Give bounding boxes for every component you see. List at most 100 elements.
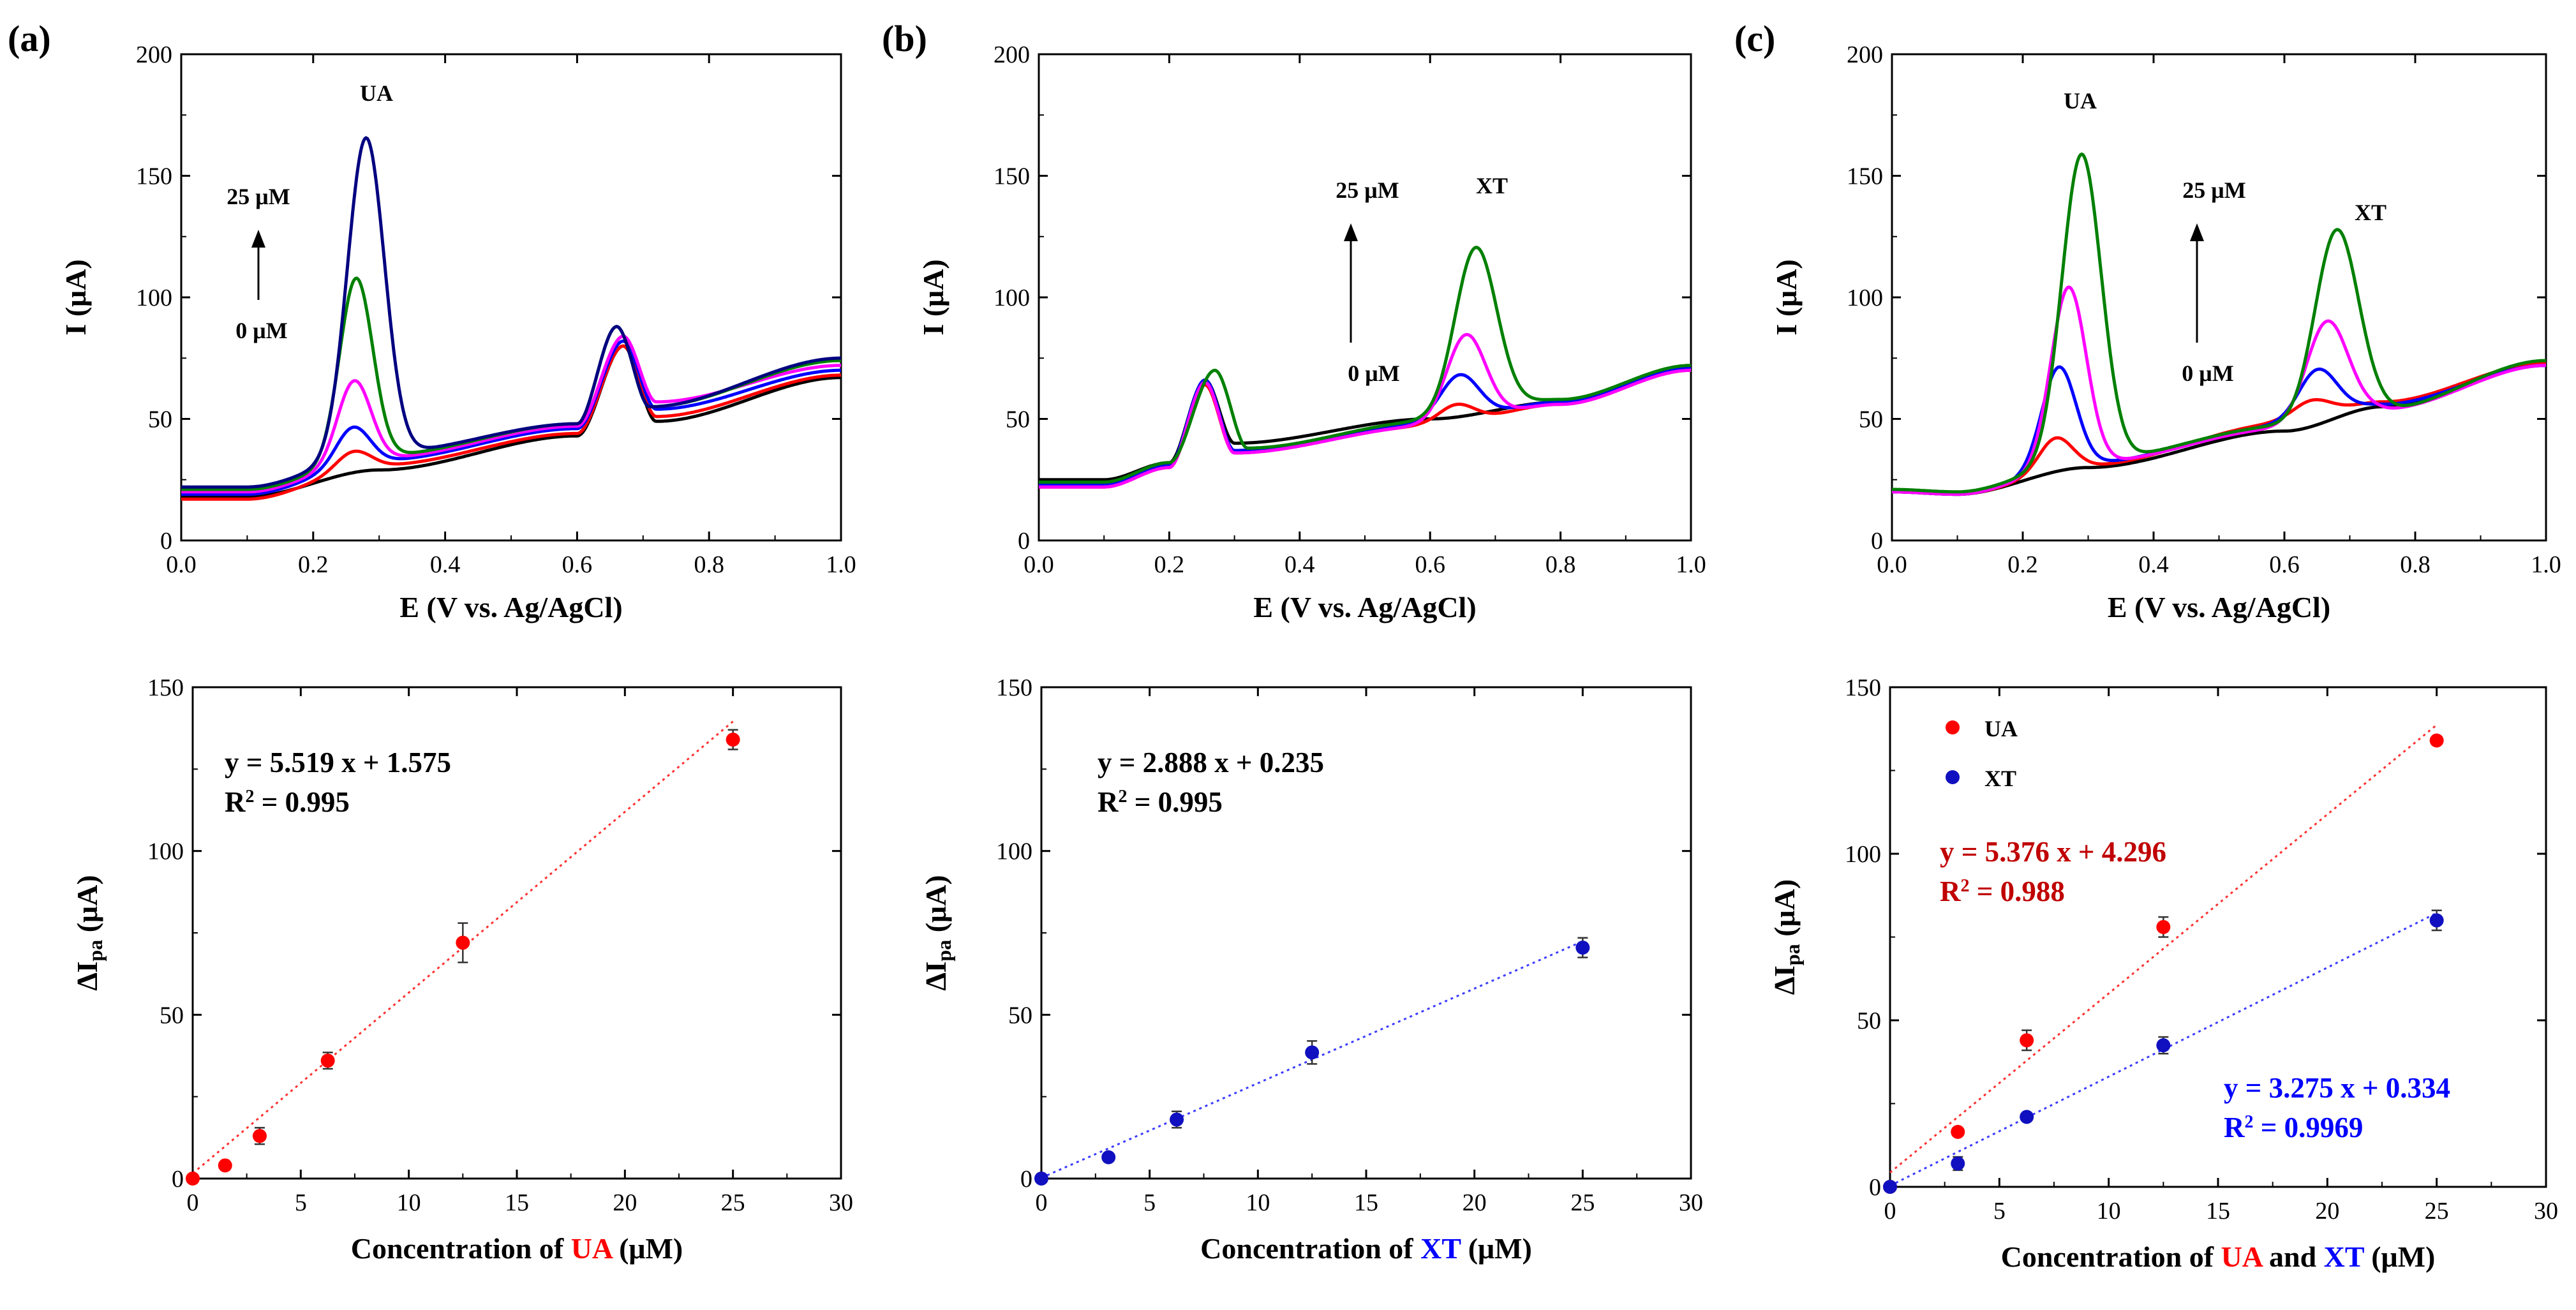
y-tick-label: 50 (1859, 406, 1883, 433)
x-tick-label: 15 (1354, 1189, 1378, 1216)
y-tick-label: 100 (1845, 841, 1881, 868)
y-tick-label: 200 (136, 41, 172, 68)
fit-r-squared: R2 = 0.995 (225, 786, 350, 818)
y-axis-label: ∆Ipa (μA) (919, 875, 955, 990)
curve-magenta (1039, 332, 1691, 489)
data-point-xt (2429, 913, 2444, 928)
x-tick-label: 0 (1036, 1189, 1048, 1216)
x-axis-label-part: and (2261, 1240, 2323, 1273)
y-tick-label: 100 (996, 838, 1032, 865)
x-axis-label: Concentration of XT (μM) (1200, 1232, 1532, 1265)
y-axis-label: ∆Ipa (μA) (71, 875, 107, 990)
x-tick-label: 30 (1679, 1189, 1703, 1216)
data-point-xt (1101, 1150, 1116, 1165)
x-tick-label: 1.0 (1676, 551, 1706, 578)
x-tick-label: 0.2 (298, 551, 329, 578)
data-point-ua (456, 935, 470, 950)
r2-superscript: 2 (246, 787, 255, 807)
y-axis-label: I (μA) (59, 259, 92, 335)
data-point-ua (2429, 733, 2444, 748)
x-tick-label: 0.8 (1545, 551, 1576, 578)
x-axis-label-part: UA (2221, 1240, 2263, 1273)
y-tick-label: 50 (1008, 1002, 1032, 1029)
fit-equation: y = 2.888 x + 0.235 (1098, 747, 1324, 778)
increase-arrow-head (251, 230, 265, 248)
y-tick-label: 0 (1869, 1174, 1881, 1201)
x-axis-label-part: UA (571, 1232, 613, 1265)
panel-label: (a) (8, 18, 51, 59)
x-tick-label: 0.6 (562, 551, 593, 578)
panel-label: (c) (1734, 18, 1775, 59)
y-tick-label: 50 (148, 406, 172, 433)
chart-a-top: 0.0 0.2 0.4 0.6 0.8 1.0 0 50 100 150 200 E (V vs. A… (59, 41, 856, 623)
curve-black (181, 344, 841, 498)
x-tick-label: 15 (505, 1189, 529, 1216)
x-tick-label: 0 (187, 1189, 199, 1216)
x-tick-label: 0 (1884, 1198, 1896, 1224)
r2-superscript: 2 (2245, 1112, 2254, 1132)
y-axis-label-main: ∆I (71, 962, 103, 991)
y-axis-label-sub: pa (932, 940, 955, 962)
y-tick-label: 0 (172, 1166, 184, 1193)
x-tick-label: 0.4 (2138, 551, 2169, 578)
x-axis-label-part: Concentration of (2001, 1240, 2221, 1273)
legend-label: UA (1984, 716, 2018, 741)
legend-marker-ua (1946, 720, 1960, 734)
x-tick-label: 5 (295, 1189, 307, 1216)
curve-red (181, 344, 841, 501)
increase-arrow-head (1344, 223, 1358, 241)
y-tick-label: 0 (1018, 528, 1030, 555)
y-axis-label-unit: (μA) (1768, 879, 1801, 944)
peak-label-xt: XT (2355, 200, 2386, 225)
x-tick-label: 0.0 (166, 551, 197, 578)
x-tick-label: 1.0 (2531, 551, 2561, 578)
peak-label-ua: UA (360, 80, 393, 106)
data-point-xt (1575, 941, 1590, 955)
conc-high-label: 25 μM (1336, 177, 1399, 203)
x-tick-label: 5 (1143, 1189, 1156, 1216)
y-tick-label: 0 (160, 528, 172, 555)
curve-magenta (181, 334, 841, 494)
conc-low-label: 0 μM (235, 318, 287, 343)
plot-frame (1891, 53, 2547, 542)
x-axis-label-part: XT (2324, 1240, 2364, 1273)
x-tick-label: 0.0 (1877, 551, 1907, 578)
x-tick-label: 0.6 (2269, 551, 2300, 578)
data-point-xt (2156, 1038, 2171, 1053)
x-tick-label: 0.4 (1284, 551, 1315, 578)
legend-label: XT (1984, 766, 2016, 791)
y-tick-label: 100 (994, 285, 1030, 311)
chart-a-bottom: 0 5 10 15 20 25 30 0 50 100 150 Concentration of UA… (71, 674, 853, 1265)
conc-high-label: 25 μM (227, 184, 290, 209)
y-tick-label: 150 (136, 163, 172, 190)
x-axis-label-part: (μM) (2364, 1240, 2436, 1273)
y-axis-label-unit: (μA) (71, 875, 103, 939)
fit-r-squared: R2 = 0.988 (1940, 875, 2065, 907)
conc-low-label: 0 μM (2182, 361, 2233, 386)
fit-equation: y = 3.275 x + 0.334 (2224, 1072, 2450, 1104)
r2-value: = 0.995 (255, 786, 350, 818)
curve-blue (181, 339, 841, 496)
plot-frame (1038, 53, 1692, 542)
x-tick-label: 20 (2315, 1198, 2339, 1224)
x-tick-label: 0.2 (2007, 551, 2038, 578)
chart-b-top: 0.0 0.2 0.4 0.6 0.8 1.0 0 50 100 150 200 E (V vs. A… (917, 41, 1706, 623)
x-axis-label-part: XT (1420, 1232, 1461, 1265)
x-axis-label: Concentration of UA (μM) (351, 1232, 683, 1265)
r2-value: = 0.995 (1128, 786, 1223, 818)
y-tick-label: 100 (147, 838, 184, 865)
x-axis-label-part: (μM) (612, 1232, 683, 1265)
legend-marker-xt (1946, 770, 1960, 784)
data-point-ua (186, 1172, 200, 1186)
increase-arrow-head (2190, 223, 2204, 241)
x-tick-label: 10 (2097, 1198, 2121, 1224)
panel-label: (b) (882, 18, 927, 59)
x-axis-label-part: (μM) (1461, 1232, 1532, 1265)
data-point-xt (1305, 1045, 1320, 1060)
curve-navy (181, 136, 841, 489)
peak-label-xt: XT (1476, 173, 1508, 198)
curve-green (1039, 246, 1691, 484)
r2-superscript: 2 (1119, 787, 1128, 807)
y-tick-label: 150 (994, 163, 1030, 190)
